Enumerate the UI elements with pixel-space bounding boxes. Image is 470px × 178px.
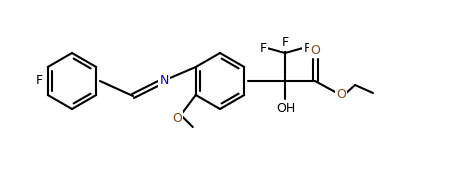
- Text: F: F: [282, 36, 289, 49]
- Text: O: O: [336, 88, 346, 101]
- Text: N: N: [159, 74, 169, 87]
- Text: F: F: [35, 75, 43, 88]
- Text: O: O: [310, 43, 320, 56]
- Text: F: F: [259, 41, 266, 54]
- Text: O: O: [172, 112, 182, 125]
- Text: F: F: [304, 41, 311, 54]
- Text: OH: OH: [276, 101, 296, 114]
